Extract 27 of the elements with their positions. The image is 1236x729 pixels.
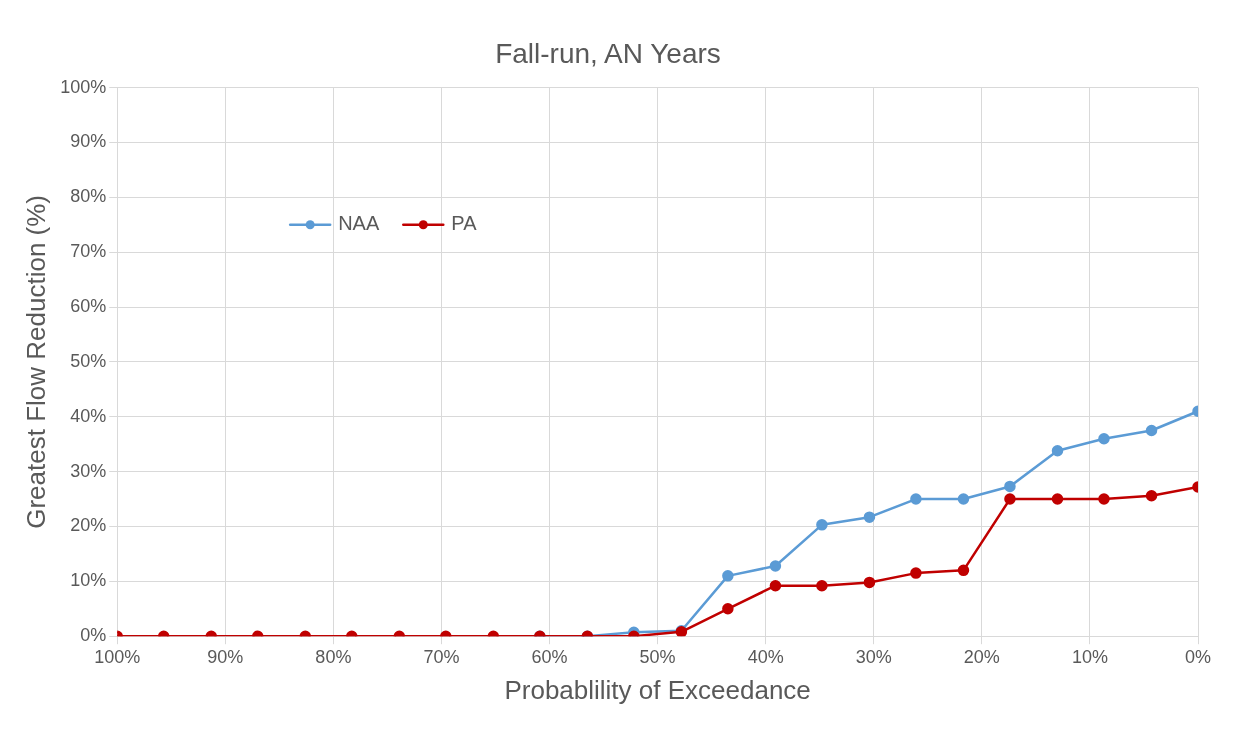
y-tick-label: 10% — [70, 570, 107, 591]
legend-label: PA — [451, 212, 478, 235]
y-tick-label: 30% — [70, 460, 107, 481]
x-tick-label: 60% — [531, 646, 568, 667]
chart-title: Fall-run, AN Years — [495, 37, 721, 69]
x-tick-label: 20% — [963, 646, 1000, 667]
x-tick-label: 80% — [315, 646, 352, 667]
legend-label: NAA — [338, 212, 380, 235]
y-tick-label: 0% — [80, 625, 107, 646]
y-tick-label: 80% — [70, 186, 107, 207]
y-tick-label: 50% — [70, 350, 107, 371]
x-tick-label: 30% — [855, 646, 892, 667]
y-tick-label: 90% — [70, 131, 107, 152]
x-tick-label: 40% — [747, 646, 784, 667]
x-tick-label: 100% — [94, 646, 141, 667]
y-axis-title: Greatest Flow Reduction (%) — [20, 195, 51, 529]
x-tick-label: 0% — [1184, 646, 1212, 667]
x-tick-label: 50% — [639, 646, 676, 667]
y-tick-label: 60% — [70, 296, 107, 317]
y-tick-label: 70% — [70, 241, 107, 262]
x-tick-label: 90% — [207, 646, 244, 667]
x-axis-title: Probablility of Exceedance — [504, 674, 811, 705]
x-tick-label: 70% — [423, 646, 460, 667]
x-tick-label: 10% — [1071, 646, 1108, 667]
y-tick-label: 40% — [70, 405, 107, 426]
y-tick-label: 20% — [70, 515, 107, 536]
y-tick-label: 100% — [60, 76, 107, 97]
